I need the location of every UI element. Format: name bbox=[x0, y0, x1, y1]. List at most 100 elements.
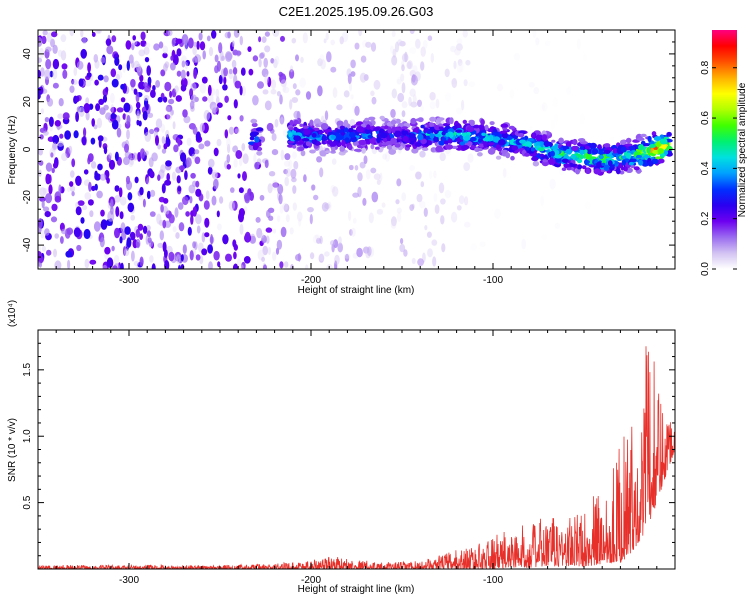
heatmap-cell bbox=[262, 89, 269, 95]
heatmap-cell bbox=[584, 145, 591, 150]
heatmap-cell bbox=[99, 237, 105, 248]
heatmap-cell bbox=[186, 71, 190, 77]
heatmap-cell bbox=[300, 150, 306, 157]
heatmap-cell bbox=[392, 48, 397, 58]
heatmap-cell bbox=[180, 152, 187, 163]
heatmap-cell bbox=[341, 139, 346, 146]
heatmap-cell bbox=[103, 75, 109, 83]
heatmap-cell bbox=[409, 47, 417, 55]
heatmap-cell bbox=[211, 171, 218, 180]
heatmap-cell bbox=[198, 32, 203, 41]
heatmap-cell bbox=[254, 136, 260, 143]
heatmap-cell bbox=[166, 111, 173, 121]
heatmap-cell bbox=[541, 134, 547, 141]
heatmap-cell bbox=[519, 139, 527, 144]
heatmap-cell bbox=[508, 125, 515, 130]
heatmap-cell bbox=[298, 218, 302, 227]
heatmap-cell bbox=[188, 184, 196, 194]
heatmap-cell bbox=[449, 117, 454, 125]
heatmap-cell bbox=[219, 196, 224, 204]
heatmap-cell bbox=[331, 158, 337, 165]
heatmap-cell bbox=[188, 37, 194, 49]
heatmap-cell bbox=[620, 139, 626, 145]
heatmap-cell bbox=[438, 140, 445, 146]
heatmap-cell bbox=[75, 111, 79, 123]
heatmap-cell bbox=[241, 85, 246, 97]
heatmap-cell bbox=[341, 31, 349, 43]
heatmap-cell bbox=[291, 129, 297, 135]
heatmap-cell bbox=[100, 219, 108, 230]
colorbar-tick-label: 0.4 bbox=[700, 161, 711, 175]
heatmap-cell bbox=[272, 182, 280, 188]
heatmap-cell bbox=[330, 135, 336, 139]
heatmap-cell bbox=[302, 32, 308, 44]
heatmap-cell bbox=[125, 40, 132, 50]
heatmap-cell bbox=[145, 174, 150, 185]
heatmap-cell bbox=[110, 206, 114, 215]
heatmap-cell bbox=[336, 120, 344, 127]
heatmap-cell bbox=[457, 59, 463, 66]
heatmap-cell bbox=[231, 40, 235, 48]
heatmap-cell bbox=[451, 77, 458, 89]
heatmap-cell bbox=[317, 58, 323, 67]
colorbar-tick-label: 0.0 bbox=[700, 262, 711, 276]
heatmap-cell bbox=[579, 146, 585, 150]
heatmap-cell bbox=[655, 141, 662, 147]
heatmap-cell bbox=[204, 217, 210, 228]
heatmap-cell bbox=[131, 40, 138, 46]
heatmap-cell bbox=[99, 173, 107, 181]
heatmap-cell bbox=[483, 141, 488, 148]
heatmap-cell bbox=[75, 95, 80, 103]
heatmap-cell bbox=[128, 152, 132, 161]
y-tick-label: 1.0 bbox=[22, 429, 33, 443]
heatmap-cell bbox=[637, 137, 645, 141]
heatmap-cell bbox=[40, 108, 45, 114]
heatmap-cell bbox=[259, 232, 265, 239]
heatmap-cell bbox=[44, 228, 50, 236]
heatmap-cell bbox=[397, 92, 405, 103]
heatmap-cell bbox=[414, 142, 422, 147]
heatmap-cell bbox=[401, 82, 406, 94]
heatmap-cell bbox=[217, 261, 221, 268]
heatmap-cell bbox=[165, 129, 170, 138]
heatmap-cell bbox=[208, 261, 213, 269]
heatmap-cell bbox=[207, 244, 214, 254]
heatmap-cell bbox=[450, 45, 457, 53]
heatmap-cell bbox=[106, 45, 114, 55]
heatmap-cell bbox=[60, 236, 64, 244]
heatmap-cell bbox=[272, 228, 277, 234]
heatmap-cell bbox=[144, 131, 152, 142]
heatmap-cell bbox=[473, 124, 480, 129]
heatmap-cell bbox=[102, 94, 108, 103]
heatmap-cell bbox=[437, 118, 442, 122]
figure-title: C2E1.2025.195.09.26.G03 bbox=[279, 4, 434, 19]
heatmap-cell bbox=[459, 62, 465, 73]
heatmap-cell bbox=[554, 157, 561, 163]
heatmap-cell bbox=[150, 89, 156, 99]
heatmap-cell bbox=[172, 54, 179, 66]
heatmap-cell bbox=[120, 262, 124, 269]
heatmap-cell bbox=[297, 211, 303, 222]
heatmap-cell bbox=[535, 134, 542, 141]
heatmap-cell bbox=[57, 113, 64, 119]
heatmap-cell bbox=[316, 156, 323, 163]
heatmap-cell bbox=[84, 192, 91, 200]
heatmap-cell bbox=[420, 105, 424, 112]
heatmap-cell bbox=[391, 55, 398, 66]
heatmap-cell bbox=[399, 243, 406, 253]
heatmap-cell bbox=[111, 35, 117, 43]
heatmap-cell bbox=[162, 45, 169, 55]
heatmap-cell bbox=[302, 125, 309, 129]
y-tick-label: 40 bbox=[22, 48, 33, 60]
heatmap-cell bbox=[50, 38, 55, 48]
heatmap-cell bbox=[182, 196, 189, 206]
heatmap-cell bbox=[409, 88, 416, 97]
heatmap-cell bbox=[163, 63, 168, 72]
heatmap-cell bbox=[319, 54, 325, 63]
heatmap-cell bbox=[566, 87, 572, 95]
heatmap-cell bbox=[175, 232, 180, 239]
heatmap-cell bbox=[176, 175, 181, 184]
heatmap-cell bbox=[252, 95, 259, 106]
heatmap-cell bbox=[124, 143, 129, 153]
